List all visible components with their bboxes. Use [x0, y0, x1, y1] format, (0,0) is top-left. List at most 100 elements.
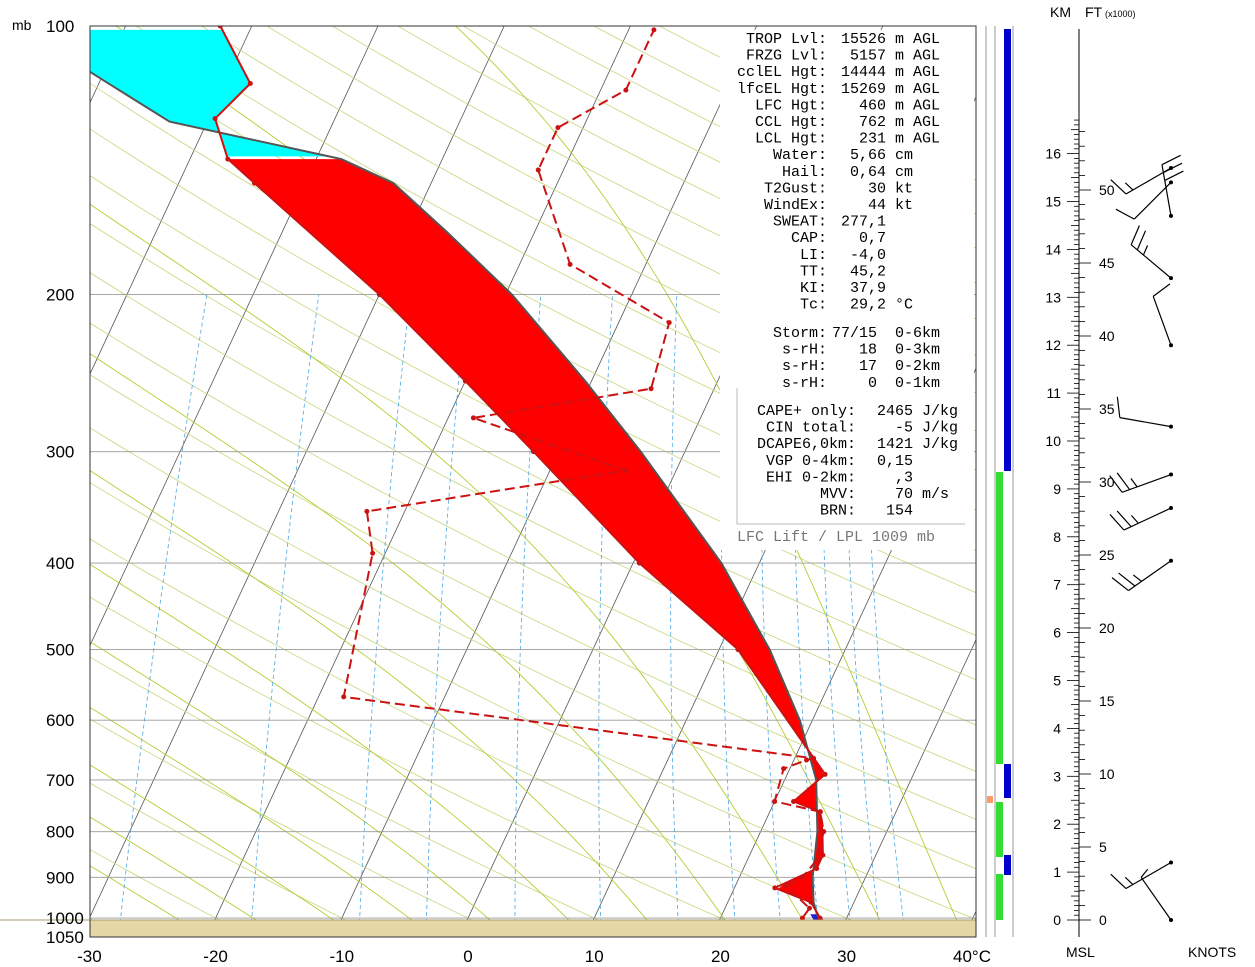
wind-barb [1109, 472, 1173, 493]
index-value: 5157 [850, 48, 886, 65]
cape-index-value: 154 [886, 503, 913, 520]
temperature-tick-label: -30 [77, 947, 102, 966]
pressure-unit-label: mb [12, 17, 32, 33]
height-axis: 0123456789101112131415160510152025303540… [1045, 29, 1115, 937]
moist-adiabat-line [90, 353, 738, 937]
km-tick-label: 14 [1045, 241, 1061, 257]
temperature-tick-label: 20 [711, 947, 730, 966]
wind-barb-half-flag [1140, 868, 1149, 878]
pressure-tick-label: 700 [46, 771, 74, 790]
temperature-point [772, 885, 778, 891]
index-label: CCL Hgt: [755, 114, 827, 131]
storm-index-label: Storm: [773, 325, 827, 342]
km-tick-label: 10 [1045, 433, 1061, 449]
wind-barb-half-flag [1142, 245, 1149, 256]
temperature-line [213, 26, 827, 923]
wind-barb-shaft [1123, 507, 1172, 531]
moist-adiabat-line [90, 470, 662, 937]
wind-barb [1140, 868, 1173, 922]
index-label: CAP: [791, 230, 827, 247]
mixing-ratio-line [118, 294, 208, 937]
temperature-unit-tick-label: 40°C [953, 947, 991, 966]
index-value: 231 [859, 131, 886, 148]
storm-index-unit: 0-6km [895, 325, 940, 342]
wind-barb-shaft [1133, 181, 1172, 220]
km-tick-label: 8 [1053, 529, 1061, 545]
indices-panel: TROP Lvl: 15526 m AGL FRZG Lvl: 5157 m AGL ccl… [737, 31, 940, 314]
index-value: 29,2 [850, 297, 886, 314]
green-level-bar-lower [996, 874, 1003, 920]
pressure-tick-label: 1000 [46, 909, 84, 928]
index-value: 0,7 [859, 230, 886, 247]
dry-adiabat-line [90, 223, 976, 681]
pressure-tick-label: 200 [46, 286, 74, 305]
parcel-line [90, 70, 824, 923]
dry-adiabat-line [90, 718, 508, 937]
cape-index-unit: J/kg [922, 403, 958, 420]
dewpoint-point [781, 766, 787, 772]
ft-label: FT [1085, 4, 1103, 20]
index-unit: cm [895, 164, 913, 181]
blue-level-bar-upper [1004, 29, 1011, 471]
dewpoint-point [470, 415, 476, 421]
wind-barb-shaft [1130, 244, 1172, 279]
cape-index-label: BRN: [820, 503, 856, 520]
cape-index-label: EHI 0-2km: [766, 469, 856, 486]
wind-barb-flag [1110, 873, 1127, 889]
wind-barb-flag [1164, 170, 1184, 181]
cape-index-label: MVV: [820, 486, 856, 503]
dewpoint-point [341, 694, 347, 700]
index-label: Hail: [782, 164, 827, 181]
temperature-point [376, 292, 382, 298]
km-tick-label: 15 [1045, 194, 1061, 210]
storm-index-value: 77/15 [832, 325, 877, 342]
index-value: -4,0 [850, 247, 886, 264]
km-label: KM [1050, 4, 1071, 20]
temperature-point [530, 449, 536, 455]
moist-adiabat-line [90, 706, 435, 937]
index-label: Tc: [800, 297, 827, 314]
sounding-lines [90, 26, 828, 925]
dewpoint-point [666, 320, 672, 326]
mixing-ratio-line [514, 294, 542, 937]
moist-adiabat-line [90, 563, 586, 937]
temperature-point [808, 899, 814, 905]
dewpoint-point [804, 757, 810, 763]
ft-tick-label: 45 [1099, 255, 1115, 271]
storm-index-value: 18 [859, 342, 877, 359]
km-tick-label: 7 [1053, 577, 1061, 593]
index-value: 44 [868, 197, 886, 214]
storm-index-value: 17 [859, 358, 877, 375]
dewpoint-point [772, 798, 778, 804]
pressure-tick-label: 100 [46, 17, 74, 36]
dry-adiabat-line [136, 26, 976, 471]
storm-index-unit: 0-2km [895, 358, 940, 375]
dry-adiabat-line [201, 26, 976, 432]
km-tick-label: 5 [1053, 673, 1061, 689]
dewpoint-point [814, 857, 820, 863]
storm-index-label: s-rH: [782, 358, 827, 375]
km-tick-label: 3 [1053, 768, 1061, 784]
temperature-point [251, 180, 257, 186]
index-unit: m AGL [895, 81, 940, 98]
index-label: cclEL Hgt: [737, 64, 827, 81]
index-value: 277,1 [841, 214, 886, 231]
index-value: 5,66 [850, 147, 886, 164]
temperature-point [791, 798, 797, 804]
moist-adiabat-line [90, 203, 813, 937]
wind-barb [1161, 154, 1184, 218]
cape-index-unit: J/kg [922, 436, 958, 453]
index-value: 15526 [841, 31, 886, 48]
storm-indices-panel: Storm: 77/15 0-6km s-rH: 18 0-3km s-rH: 17 0-2km… [773, 325, 940, 392]
index-unit: m AGL [895, 31, 940, 48]
indices-panel-background [720, 30, 974, 550]
wind-barb-half-flag [1124, 876, 1134, 885]
temperature-tick-label: 10 [585, 947, 604, 966]
moist-adiabat-line [90, 865, 208, 937]
dry-adiabat-line [397, 26, 976, 320]
wind-barb-flag [1116, 396, 1121, 418]
pressure-tick-label: 1050 [46, 928, 84, 947]
index-unit: m AGL [895, 97, 940, 114]
